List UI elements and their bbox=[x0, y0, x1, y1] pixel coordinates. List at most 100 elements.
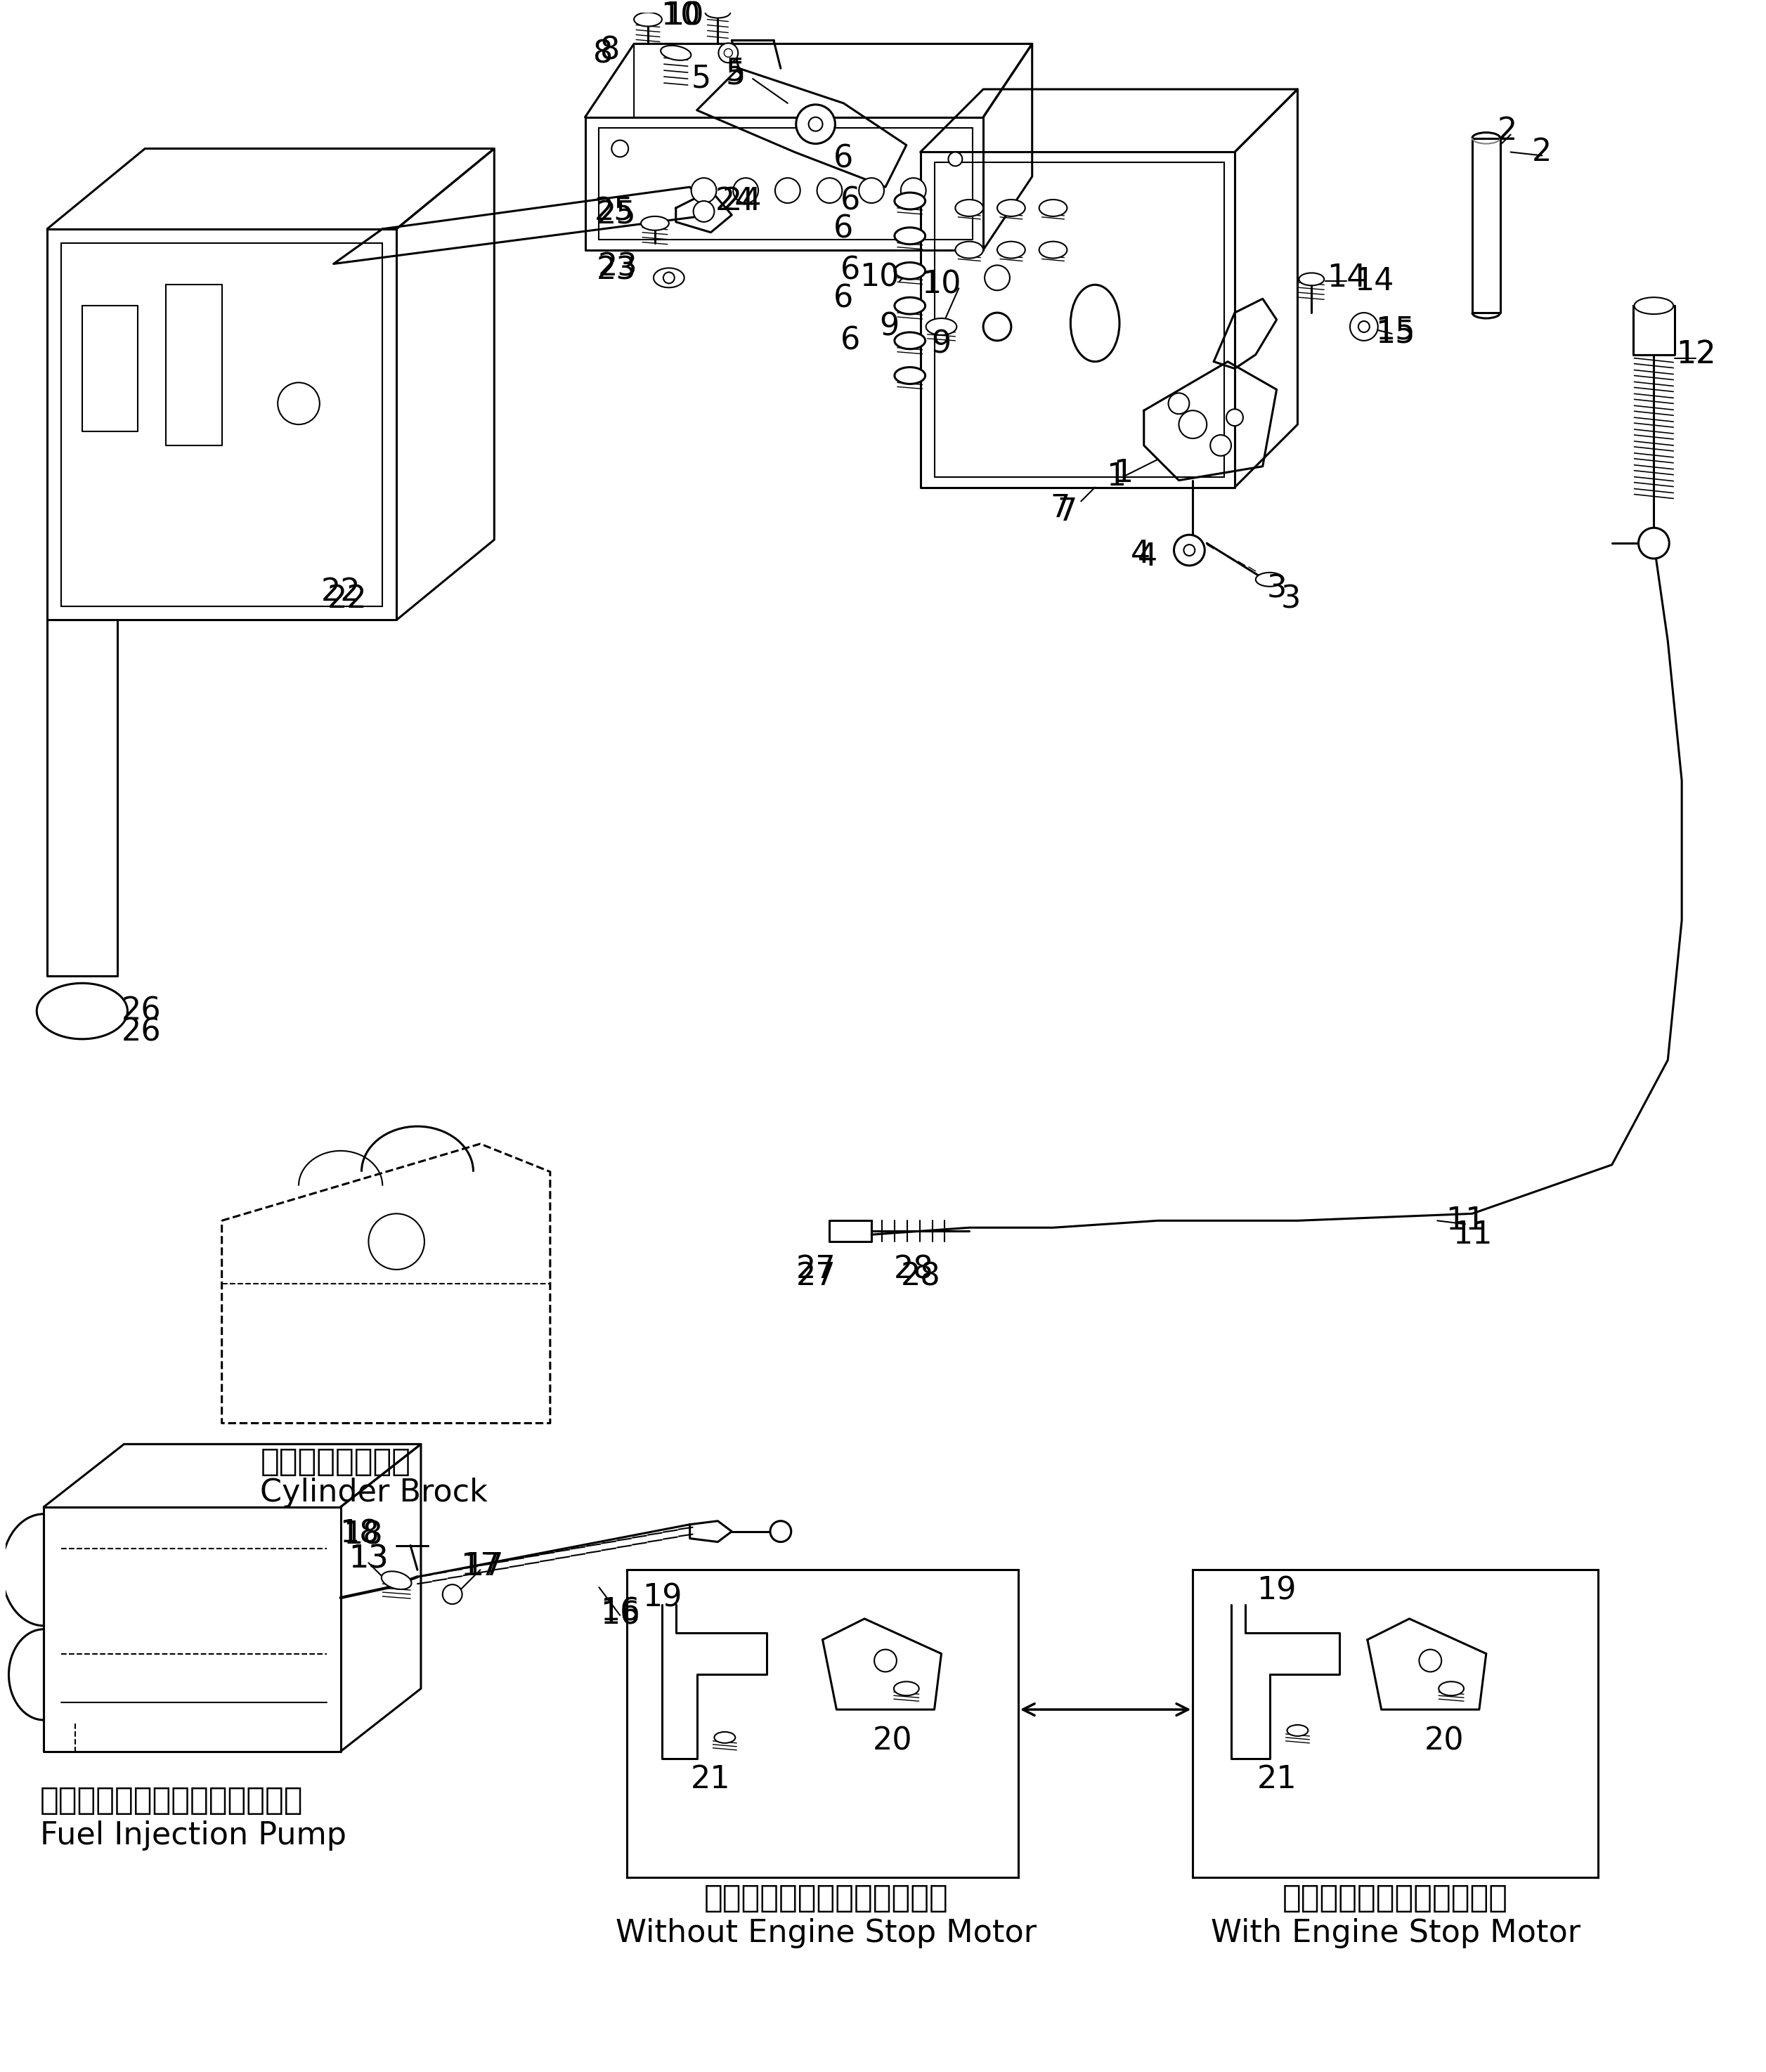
Circle shape bbox=[1358, 321, 1369, 332]
Circle shape bbox=[369, 1214, 424, 1270]
Ellipse shape bbox=[713, 1732, 735, 1743]
Text: 25: 25 bbox=[597, 199, 636, 230]
Text: 15: 15 bbox=[1376, 319, 1415, 348]
Text: 2: 2 bbox=[1498, 116, 1517, 147]
Ellipse shape bbox=[895, 263, 925, 280]
Text: 1: 1 bbox=[1113, 458, 1132, 489]
Text: 10: 10 bbox=[922, 269, 961, 300]
Circle shape bbox=[691, 178, 717, 203]
Text: 25: 25 bbox=[593, 197, 634, 226]
Ellipse shape bbox=[653, 267, 683, 288]
Circle shape bbox=[984, 313, 1012, 340]
Circle shape bbox=[1174, 535, 1204, 566]
Text: 10: 10 bbox=[860, 263, 899, 292]
Text: エンジンストップモータ付: エンジンストップモータ付 bbox=[1282, 1883, 1508, 1912]
Text: 23: 23 bbox=[597, 255, 636, 286]
Ellipse shape bbox=[895, 228, 925, 244]
Ellipse shape bbox=[1287, 1724, 1309, 1736]
Ellipse shape bbox=[955, 242, 984, 259]
Circle shape bbox=[443, 1585, 463, 1604]
Circle shape bbox=[1183, 545, 1196, 555]
Circle shape bbox=[809, 118, 823, 131]
Text: 20: 20 bbox=[872, 1726, 913, 1757]
Text: 6: 6 bbox=[834, 143, 853, 174]
Text: 6: 6 bbox=[841, 325, 860, 356]
Text: 5: 5 bbox=[691, 64, 710, 93]
Circle shape bbox=[985, 265, 1010, 290]
Circle shape bbox=[775, 178, 800, 203]
Text: 16: 16 bbox=[600, 1598, 639, 1627]
Text: 7: 7 bbox=[1058, 497, 1077, 526]
Text: 21: 21 bbox=[1257, 1763, 1296, 1794]
Text: 4: 4 bbox=[1137, 543, 1157, 572]
Ellipse shape bbox=[1634, 298, 1674, 315]
Text: 11: 11 bbox=[1452, 1220, 1492, 1249]
Circle shape bbox=[733, 178, 758, 203]
Text: 1: 1 bbox=[1106, 462, 1127, 491]
Circle shape bbox=[770, 1521, 791, 1542]
Text: 5: 5 bbox=[726, 60, 745, 91]
Ellipse shape bbox=[998, 199, 1024, 215]
Ellipse shape bbox=[1070, 284, 1120, 363]
Text: 13: 13 bbox=[348, 1544, 389, 1575]
Ellipse shape bbox=[634, 12, 662, 27]
Text: 11: 11 bbox=[1445, 1206, 1485, 1235]
Ellipse shape bbox=[37, 984, 127, 1038]
Text: シリンダブロック: シリンダブロック bbox=[260, 1446, 411, 1477]
Circle shape bbox=[1169, 394, 1189, 414]
Ellipse shape bbox=[895, 332, 925, 348]
Circle shape bbox=[1226, 408, 1243, 427]
Circle shape bbox=[858, 178, 885, 203]
Ellipse shape bbox=[894, 1682, 918, 1695]
Text: 2: 2 bbox=[1533, 137, 1552, 168]
Ellipse shape bbox=[1038, 199, 1067, 215]
Text: 27: 27 bbox=[796, 1254, 835, 1285]
Text: Without Engine Stop Motor: Without Engine Stop Motor bbox=[616, 1919, 1037, 1948]
Bar bbox=[1192, 1571, 1598, 1877]
Text: Fuel Injection Pump: Fuel Injection Pump bbox=[41, 1819, 346, 1850]
Text: 17: 17 bbox=[461, 1552, 500, 1581]
Text: 12: 12 bbox=[1676, 340, 1715, 369]
Text: 3: 3 bbox=[1266, 574, 1287, 603]
Text: 9: 9 bbox=[879, 311, 899, 342]
Text: 9: 9 bbox=[931, 329, 952, 358]
Circle shape bbox=[1349, 313, 1377, 340]
Text: 12: 12 bbox=[1676, 340, 1715, 369]
Ellipse shape bbox=[895, 193, 925, 209]
Text: エンジンストップモータなし: エンジンストップモータなし bbox=[705, 1883, 948, 1912]
Text: 26: 26 bbox=[122, 1017, 161, 1046]
Circle shape bbox=[796, 104, 835, 143]
Text: 8: 8 bbox=[600, 35, 620, 66]
Ellipse shape bbox=[1256, 572, 1284, 586]
Text: 23: 23 bbox=[597, 253, 638, 282]
Text: Cylinder Brock: Cylinder Brock bbox=[260, 1477, 487, 1508]
Text: 13: 13 bbox=[348, 1544, 389, 1575]
Text: 14: 14 bbox=[1355, 265, 1395, 296]
Text: 4: 4 bbox=[1130, 539, 1150, 570]
Text: 28: 28 bbox=[901, 1262, 940, 1291]
Text: 3: 3 bbox=[1280, 584, 1300, 613]
Text: 8: 8 bbox=[593, 39, 613, 68]
Circle shape bbox=[818, 178, 842, 203]
Ellipse shape bbox=[705, 6, 731, 19]
Circle shape bbox=[694, 201, 713, 222]
Text: 10: 10 bbox=[660, 0, 701, 31]
Text: 27: 27 bbox=[796, 1262, 835, 1291]
Ellipse shape bbox=[998, 242, 1024, 259]
Text: 10: 10 bbox=[664, 0, 705, 31]
Text: 24: 24 bbox=[722, 186, 763, 215]
Text: 19: 19 bbox=[643, 1583, 682, 1612]
Circle shape bbox=[948, 151, 962, 166]
Circle shape bbox=[724, 50, 733, 58]
Text: 15: 15 bbox=[1376, 315, 1415, 346]
Text: 26: 26 bbox=[122, 997, 161, 1026]
Circle shape bbox=[664, 271, 675, 284]
Ellipse shape bbox=[895, 367, 925, 383]
Ellipse shape bbox=[381, 1571, 411, 1589]
Circle shape bbox=[719, 44, 738, 62]
Text: 17: 17 bbox=[464, 1552, 503, 1581]
Circle shape bbox=[1639, 528, 1669, 559]
Text: 19: 19 bbox=[1257, 1575, 1296, 1606]
Ellipse shape bbox=[660, 46, 691, 60]
Text: 6: 6 bbox=[834, 213, 853, 244]
